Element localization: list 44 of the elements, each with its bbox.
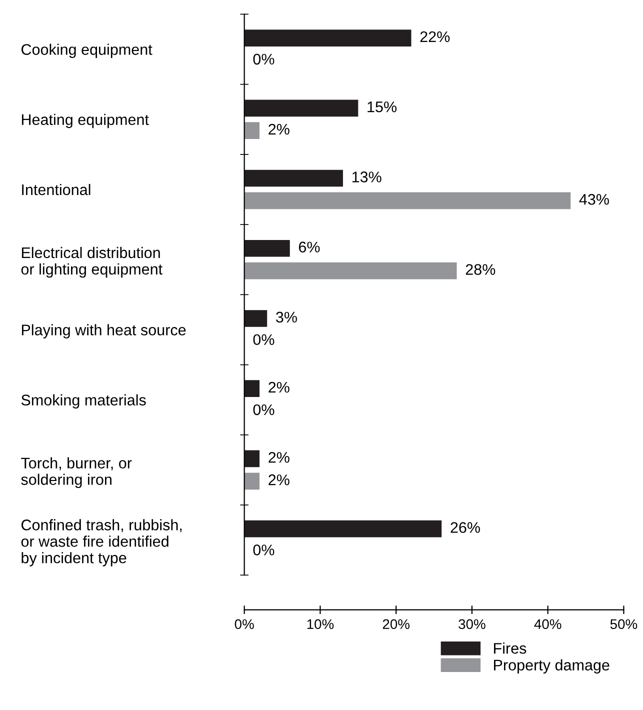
data-label: 43% xyxy=(579,194,609,205)
bar xyxy=(244,30,412,46)
data-label: 2% xyxy=(268,382,290,393)
y-tick-label: Electrical distribution or lighting equipment xyxy=(21,246,162,278)
x-tick-label: 30% xyxy=(458,619,486,630)
bar xyxy=(244,380,260,398)
y-tick-label: Heating equipment xyxy=(22,114,149,128)
data-label: 15% xyxy=(368,102,397,112)
y-tick-label: Cooking equipment xyxy=(22,44,152,58)
x-tick-label: 0% xyxy=(234,619,254,630)
bar xyxy=(244,472,260,490)
data-label: 0% xyxy=(253,54,274,65)
x-tick-label: 50% xyxy=(610,619,638,630)
x-tick-label: 20% xyxy=(382,619,410,630)
data-label: 2% xyxy=(268,452,290,463)
bar xyxy=(244,100,358,117)
data-label: 22% xyxy=(420,31,450,42)
y-tick-label: Smoking materials xyxy=(21,394,146,409)
y-tick-label: Torch, burner, or soldering iron xyxy=(21,457,132,488)
y-tick-label: Intentional xyxy=(22,184,90,196)
bar xyxy=(244,520,442,538)
data-label: 0% xyxy=(253,334,274,346)
bar xyxy=(244,122,260,139)
bar xyxy=(244,262,457,280)
bar xyxy=(244,192,571,210)
bar xyxy=(244,310,268,327)
data-label: 0% xyxy=(253,404,274,416)
legend-label: Property damage xyxy=(494,659,610,674)
y-tick-label: Confined trash, rubbish, or waste fire identified by incident type xyxy=(21,519,182,566)
data-label: 13% xyxy=(352,172,382,182)
legend-label: Fires xyxy=(494,642,526,654)
data-label: 26% xyxy=(450,522,480,533)
data-label: 2% xyxy=(268,124,290,135)
bar xyxy=(244,240,290,257)
data-label: 6% xyxy=(298,242,320,252)
bar xyxy=(244,450,260,468)
bar xyxy=(244,170,343,187)
data-label: 0% xyxy=(253,544,274,556)
data-label: 2% xyxy=(268,474,290,486)
data-label: 28% xyxy=(466,264,496,275)
x-tick-label: 10% xyxy=(307,619,334,630)
y-tick-label: Playing with heat source xyxy=(22,324,186,338)
x-tick-label: 40% xyxy=(534,619,562,630)
data-label: 3% xyxy=(276,312,297,323)
